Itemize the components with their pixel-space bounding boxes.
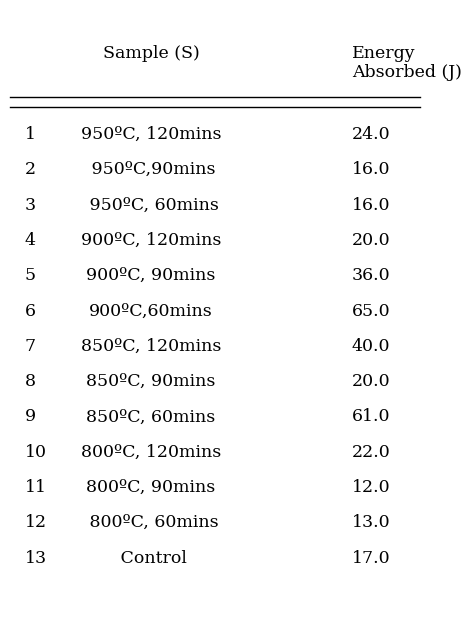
Text: 800ºC, 60mins: 800ºC, 60mins (84, 514, 219, 531)
Text: 4: 4 (25, 232, 36, 249)
Text: 7: 7 (25, 338, 36, 355)
Text: 950ºC,90mins: 950ºC,90mins (86, 161, 216, 179)
Text: 65.0: 65.0 (352, 302, 391, 320)
Text: 24.0: 24.0 (352, 126, 391, 143)
Text: 1: 1 (25, 126, 36, 143)
Text: 900ºC, 120mins: 900ºC, 120mins (81, 232, 221, 249)
Text: 5: 5 (25, 267, 36, 284)
Text: 900ºC,60mins: 900ºC,60mins (89, 302, 213, 320)
Text: 13: 13 (25, 550, 47, 567)
Text: 8: 8 (25, 373, 36, 390)
Text: 850ºC, 90mins: 850ºC, 90mins (86, 373, 216, 390)
Text: 11: 11 (25, 479, 47, 496)
Text: 40.0: 40.0 (352, 338, 391, 355)
Text: 850ºC, 60mins: 850ºC, 60mins (86, 409, 216, 425)
Text: 16.0: 16.0 (352, 161, 391, 179)
Text: 61.0: 61.0 (352, 409, 391, 425)
Text: 6: 6 (25, 302, 36, 320)
Text: 20.0: 20.0 (352, 232, 391, 249)
Text: 850ºC, 120mins: 850ºC, 120mins (81, 338, 221, 355)
Text: 950ºC, 60mins: 950ºC, 60mins (83, 197, 219, 213)
Text: 800ºC, 90mins: 800ºC, 90mins (86, 479, 216, 496)
Text: 10: 10 (25, 443, 47, 461)
Text: Sample (S): Sample (S) (103, 45, 200, 62)
Text: 12: 12 (25, 514, 47, 531)
Text: 12.0: 12.0 (352, 479, 391, 496)
Text: 2: 2 (25, 161, 36, 179)
Text: 17.0: 17.0 (352, 550, 391, 567)
Text: 20.0: 20.0 (352, 373, 391, 390)
Text: Energy
Absorbed (J): Energy Absorbed (J) (352, 45, 462, 81)
Text: 16.0: 16.0 (352, 197, 391, 213)
Text: 800ºC, 120mins: 800ºC, 120mins (81, 443, 221, 461)
Text: 950ºC, 120mins: 950ºC, 120mins (81, 126, 221, 143)
Text: Control: Control (115, 550, 187, 567)
Text: 900ºC, 90mins: 900ºC, 90mins (86, 267, 216, 284)
Text: 13.0: 13.0 (352, 514, 391, 531)
Text: 9: 9 (25, 409, 36, 425)
Text: 36.0: 36.0 (352, 267, 391, 284)
Text: 3: 3 (25, 197, 36, 213)
Text: 22.0: 22.0 (352, 443, 391, 461)
